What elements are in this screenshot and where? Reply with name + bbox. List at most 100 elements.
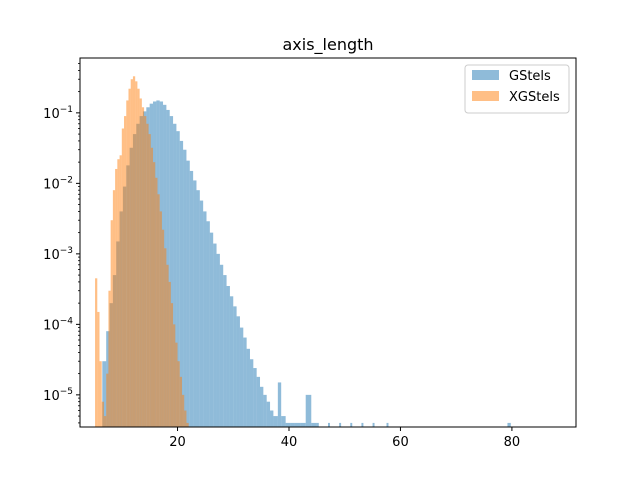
- y-tick-label: 10−1: [43, 105, 73, 122]
- histogram-bar: [243, 337, 247, 427]
- histogram-bar: [130, 79, 133, 427]
- histogram-bar: [294, 422, 301, 427]
- histogram-bar: [300, 422, 306, 427]
- histogram-bar: [132, 76, 136, 427]
- chart-title: axis_length: [282, 35, 373, 55]
- histogram-bar: [186, 160, 190, 427]
- histogram-bar: [213, 243, 217, 427]
- histogram-bar: [128, 88, 131, 427]
- histogram-bar: [150, 147, 154, 427]
- histogram-bar: [305, 394, 312, 427]
- histogram-bar: [170, 303, 174, 427]
- histogram-bar: [103, 416, 107, 427]
- legend-label: GStels: [509, 69, 551, 84]
- histogram-bar: [99, 361, 102, 427]
- histogram-bar: [115, 168, 118, 427]
- histogram-bar: [95, 278, 98, 427]
- histogram-bar: [117, 159, 120, 427]
- histogram-bar: [249, 359, 254, 427]
- histogram-bar: [253, 368, 257, 427]
- histogram-bar: [219, 264, 224, 427]
- histogram-bar: [226, 286, 230, 427]
- histogram-bar: [233, 306, 237, 427]
- histogram-bar: [361, 422, 364, 427]
- histogram-bar: [135, 81, 138, 427]
- histogram-bar: [148, 134, 151, 427]
- histogram-bar: [102, 361, 107, 427]
- histogram-bar: [199, 200, 204, 427]
- histogram-bar: [223, 275, 227, 427]
- histogram-bar: [166, 264, 169, 427]
- histogram-bar: [203, 211, 207, 427]
- histogram-bar: [273, 416, 278, 427]
- histogram-bar: [159, 211, 162, 427]
- histogram-bar: [153, 162, 156, 427]
- histogram-bar: [164, 248, 167, 427]
- histogram-bar: [193, 180, 197, 427]
- histogram-bar: [311, 422, 317, 427]
- histogram-bar: [216, 253, 220, 427]
- histogram-bar: [507, 422, 511, 427]
- histogram-bar: [236, 316, 240, 427]
- histogram-bar: [339, 422, 342, 427]
- histogram-bar: [161, 229, 165, 427]
- y-tick-label: 10−3: [43, 246, 73, 263]
- histogram-bar: [209, 232, 214, 427]
- histogram-bar: [186, 422, 189, 427]
- histogram-bar: [144, 116, 147, 427]
- histogram-bar: [270, 410, 274, 427]
- y-tick-label: 10−5: [43, 387, 73, 404]
- y-tick-label: 10−4: [43, 316, 73, 333]
- histogram-bar: [173, 324, 176, 427]
- legend-label: XGStels: [509, 90, 560, 105]
- histogram-bar: [246, 348, 250, 427]
- histogram-bar: [179, 376, 182, 427]
- histogram-bar: [316, 422, 319, 427]
- histogram-bar: [189, 170, 194, 427]
- x-tick-label: 80: [504, 435, 521, 450]
- x-tick-label: 60: [392, 435, 409, 450]
- legend-swatch: [472, 91, 499, 101]
- histogram-bar: [141, 107, 145, 427]
- histogram-bar: [121, 128, 125, 427]
- histogram-bar: [206, 221, 210, 427]
- histogram-bar: [256, 376, 261, 427]
- histogram-bar: [285, 422, 291, 427]
- histogram-bar: [146, 123, 149, 427]
- histogram-bar: [290, 422, 295, 427]
- histogram-bar: [169, 116, 174, 427]
- histogram-bar: [137, 88, 140, 427]
- histogram-bar: [372, 422, 375, 427]
- histogram-bar: [119, 155, 122, 427]
- legend: GStels XGStels: [464, 64, 570, 114]
- histogram-bar: [101, 401, 104, 427]
- histogram-bar: [239, 327, 244, 427]
- histogram-bar: [386, 422, 389, 427]
- histogram-bar: [183, 149, 187, 427]
- histogram-bar: [266, 401, 271, 427]
- histogram-bar: [350, 422, 353, 427]
- histogram-bar: [179, 140, 184, 427]
- histogram-bar: [177, 361, 180, 427]
- histogram-bar: [176, 131, 180, 427]
- legend-swatch: [472, 70, 499, 80]
- histogram-bar: [328, 422, 330, 427]
- histogram-bar: [168, 281, 171, 427]
- histogram-bar: [97, 311, 100, 427]
- histogram-bar: [110, 220, 113, 427]
- series-XGStels: [95, 76, 189, 427]
- histogram-bar: [175, 342, 178, 427]
- x-tick-label: 20: [169, 435, 186, 450]
- histogram-bar: [260, 386, 264, 427]
- histogram-bar: [124, 116, 127, 427]
- histogram-bar: [277, 382, 282, 427]
- histogram-bar: [112, 190, 116, 427]
- histogram-bar: [281, 416, 286, 427]
- histogram-bar: [139, 98, 142, 427]
- histogram-bar: [126, 100, 129, 427]
- axes: 20 40 60 80 10−5 10−4 10−3 10−2 10−1: [43, 57, 577, 450]
- histogram-bar: [263, 394, 267, 427]
- histogram-bar: [184, 410, 187, 427]
- axes-frame: [79, 57, 577, 428]
